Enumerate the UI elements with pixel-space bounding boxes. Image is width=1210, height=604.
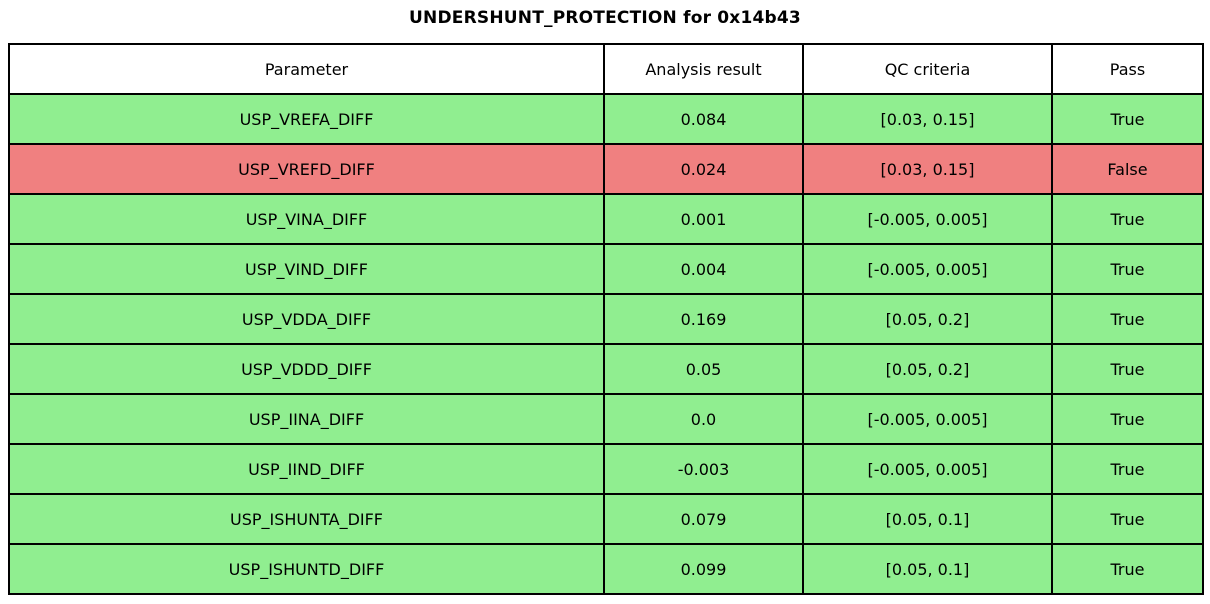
criteria-cell: [0.03, 0.15] [802,93,1053,145]
table-row: USP_VREFA_DIFF 0.084 [0.03, 0.15] True [8,93,1204,145]
table-row: USP_VDDA_DIFF 0.169 [0.05, 0.2] True [8,293,1204,345]
pass-cell: True [1051,543,1204,595]
parameter-cell: USP_ISHUNTA_DIFF [8,493,605,545]
table-row: USP_VIND_DIFF 0.004 [-0.005, 0.005] True [8,243,1204,295]
result-cell: -0.003 [603,443,804,495]
pass-cell: True [1051,193,1204,245]
criteria-cell: [-0.005, 0.005] [802,243,1053,295]
result-cell: 0.0 [603,393,804,445]
result-cell: 0.099 [603,543,804,595]
result-cell: 0.05 [603,343,804,395]
page-title: UNDERSHUNT_PROTECTION for 0x14b43 [409,8,801,28]
parameter-cell: USP_IINA_DIFF [8,393,605,445]
criteria-cell: [-0.005, 0.005] [802,193,1053,245]
criteria-cell: [0.05, 0.1] [802,543,1053,595]
pass-cell: True [1051,293,1204,345]
criteria-cell: [-0.005, 0.005] [802,393,1053,445]
parameter-cell: USP_VREFA_DIFF [8,93,605,145]
pass-cell: True [1051,343,1204,395]
result-cell: 0.024 [603,143,804,195]
pass-cell: True [1051,443,1204,495]
parameter-cell: USP_VDDD_DIFF [8,343,605,395]
table-row: USP_IIND_DIFF -0.003 [-0.005, 0.005] Tru… [8,443,1204,495]
criteria-cell: [0.03, 0.15] [802,143,1053,195]
parameter-cell: USP_ISHUNTD_DIFF [8,543,605,595]
result-cell: 0.084 [603,93,804,145]
criteria-cell: [-0.005, 0.005] [802,443,1053,495]
pass-cell: False [1051,143,1204,195]
qc-results-table: Parameter Analysis result QC criteria Pa… [8,43,1204,595]
table-row: USP_VREFD_DIFF 0.024 [0.03, 0.15] False [8,143,1204,195]
parameter-cell: USP_VREFD_DIFF [8,143,605,195]
pass-cell: True [1051,243,1204,295]
result-cell: 0.004 [603,243,804,295]
table-row: USP_VINA_DIFF 0.001 [-0.005, 0.005] True [8,193,1204,245]
table-row: USP_ISHUNTA_DIFF 0.079 [0.05, 0.1] True [8,493,1204,545]
table-header-row: Parameter Analysis result QC criteria Pa… [8,43,1204,95]
parameter-cell: USP_IIND_DIFF [8,443,605,495]
header-cell-pass: Pass [1051,43,1204,95]
header-cell-parameter: Parameter [8,43,605,95]
table-row: USP_IINA_DIFF 0.0 [-0.005, 0.005] True [8,393,1204,445]
criteria-cell: [0.05, 0.2] [802,293,1053,345]
header-cell-qc-criteria: QC criteria [802,43,1053,95]
header-cell-analysis-result: Analysis result [603,43,804,95]
result-cell: 0.001 [603,193,804,245]
result-cell: 0.079 [603,493,804,545]
parameter-cell: USP_VINA_DIFF [8,193,605,245]
table-row: USP_ISHUNTD_DIFF 0.099 [0.05, 0.1] True [8,543,1204,595]
result-cell: 0.169 [603,293,804,345]
pass-cell: True [1051,393,1204,445]
table-row: USP_VDDD_DIFF 0.05 [0.05, 0.2] True [8,343,1204,395]
parameter-cell: USP_VDDA_DIFF [8,293,605,345]
pass-cell: True [1051,93,1204,145]
criteria-cell: [0.05, 0.2] [802,343,1053,395]
parameter-cell: USP_VIND_DIFF [8,243,605,295]
pass-cell: True [1051,493,1204,545]
criteria-cell: [0.05, 0.1] [802,493,1053,545]
